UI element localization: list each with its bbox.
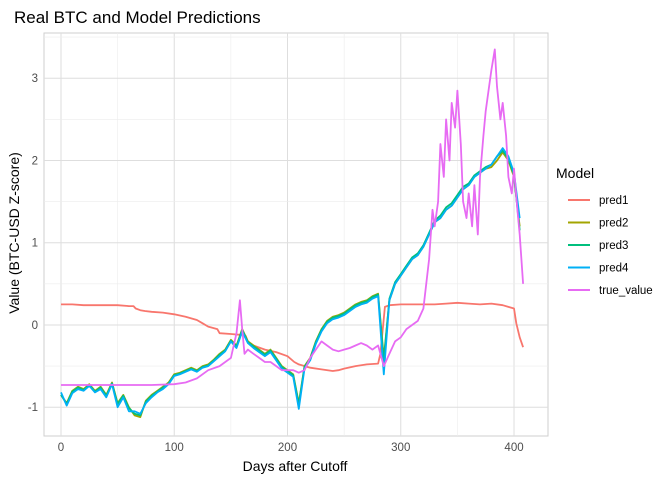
series-line-pred1 bbox=[61, 301, 524, 372]
y-tick-label: -1 bbox=[28, 402, 38, 414]
legend-title: Model bbox=[556, 165, 594, 181]
legend-label-pred2: pred2 bbox=[599, 218, 628, 230]
legend-label-true_value: true_value bbox=[599, 285, 653, 297]
series-line-true_value bbox=[61, 48, 524, 386]
x-tick-label: 100 bbox=[165, 442, 184, 454]
y-tick-label: 0 bbox=[32, 320, 38, 332]
series-line-pred3 bbox=[60, 149, 521, 417]
legend: Model pred1 pred2 pred3 pred4 true_value bbox=[556, 165, 653, 297]
axis-ticks: 0 100 200 300 400 -1 0 1 2 3 bbox=[28, 73, 524, 454]
chart-title: Real BTC and Model Predictions bbox=[14, 8, 261, 27]
plot-panel bbox=[43, 32, 549, 437]
x-tick-label: 300 bbox=[391, 442, 410, 454]
x-tick-label: 400 bbox=[504, 442, 523, 454]
y-tick-label: 1 bbox=[32, 238, 38, 250]
y-tick-label: 3 bbox=[32, 73, 38, 85]
series-line-pred4 bbox=[60, 147, 521, 415]
series-lines bbox=[60, 48, 524, 419]
legend-label-pred4: pred4 bbox=[599, 263, 629, 275]
y-axis-label: Value (BTC-USD Z-score) bbox=[6, 152, 22, 314]
x-tick-label: 200 bbox=[278, 442, 297, 454]
grid bbox=[43, 32, 549, 437]
y-tick-label: 2 bbox=[32, 155, 38, 167]
legend-label-pred3: pred3 bbox=[599, 240, 628, 252]
legend-label-pred1: pred1 bbox=[599, 195, 628, 207]
x-tick-label: 0 bbox=[58, 442, 64, 454]
x-axis-label: Days after Cutoff bbox=[243, 458, 348, 474]
